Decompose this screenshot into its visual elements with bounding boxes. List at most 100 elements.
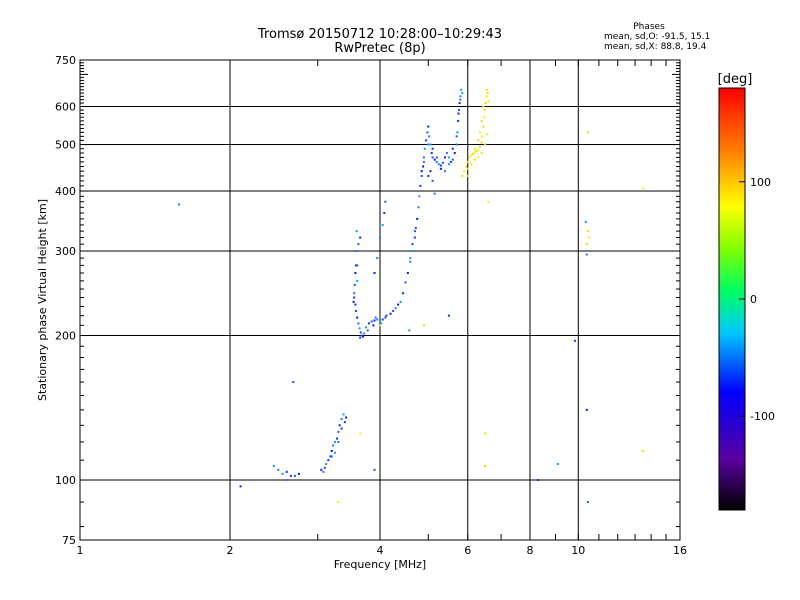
o-mode-point — [340, 418, 343, 421]
o-mode-point — [362, 335, 365, 338]
x-mode-point — [586, 131, 589, 134]
o-mode-point — [325, 462, 328, 465]
o-mode-point — [413, 236, 416, 239]
o-mode-point — [322, 470, 325, 473]
o-mode-point — [356, 279, 359, 282]
colorbar-tick-label: 0 — [750, 293, 757, 306]
y-axis-label: Stationary phase Virtual Height [km] — [36, 199, 49, 401]
x-mode-point — [475, 149, 478, 152]
o-mode-point — [281, 472, 284, 475]
o-mode-point — [383, 212, 386, 215]
x-mode-point — [484, 464, 487, 467]
o-mode-point — [447, 314, 450, 317]
o-mode-point — [376, 257, 379, 260]
x-mode-point — [461, 174, 464, 177]
x-mode-point — [466, 167, 469, 170]
o-mode-point — [433, 158, 436, 161]
o-mode-point — [461, 92, 464, 95]
o-mode-point — [379, 319, 381, 322]
o-mode-point — [239, 485, 242, 488]
x-mode-point — [473, 147, 476, 150]
o-mode-point — [420, 170, 423, 173]
grid-lines — [80, 60, 680, 540]
o-mode-point — [409, 257, 412, 260]
o-mode-point — [447, 156, 450, 159]
o-mode-point — [392, 309, 395, 312]
x-mode-point — [466, 174, 469, 177]
o-mode-point — [584, 220, 587, 223]
o-mode-point — [447, 163, 450, 166]
o-mode-point — [323, 466, 326, 469]
o-mode-point — [445, 152, 448, 155]
colorbar-tick-label: -100 — [750, 410, 775, 423]
o-mode-point — [334, 441, 337, 444]
colorbar-tick-label: 100 — [750, 176, 771, 189]
x-axis-label: Frequency [MHz] — [334, 558, 426, 571]
o-mode-point — [455, 143, 458, 146]
o-mode-point — [422, 165, 425, 168]
o-mode-point — [327, 459, 330, 462]
o-mode-point — [586, 500, 589, 503]
o-mode-point — [357, 322, 360, 325]
o-mode-point — [285, 470, 288, 473]
o-mode-point — [338, 424, 341, 427]
o-mode-point — [363, 332, 366, 335]
x-mode-point — [642, 187, 645, 190]
o-mode-point — [443, 156, 446, 159]
x-mode-point — [586, 230, 589, 233]
o-mode-point — [417, 206, 420, 209]
o-mode-point — [411, 250, 414, 253]
o-mode-point — [427, 125, 430, 128]
o-mode-point — [354, 264, 357, 267]
o-mode-point — [420, 174, 423, 177]
o-mode-point — [457, 109, 460, 112]
o-mode-point — [408, 329, 411, 332]
o-mode-point — [177, 203, 180, 206]
o-mode-point — [389, 312, 392, 315]
x-mode-point — [359, 432, 362, 435]
x-mode-point — [487, 100, 490, 103]
o-mode-point — [431, 156, 434, 159]
o-mode-point — [556, 462, 559, 465]
o-mode-point — [330, 449, 333, 452]
o-mode-point — [359, 336, 362, 339]
o-mode-point — [429, 143, 432, 146]
o-mode-point — [459, 98, 462, 101]
o-mode-point — [439, 167, 442, 170]
phases-title: Phases — [633, 22, 665, 32]
y-tick-label: 500 — [55, 139, 76, 152]
chart-subtitle: RwPretec (8p) — [334, 41, 426, 56]
o-mode-point — [372, 324, 375, 327]
o-mode-point — [585, 253, 588, 256]
o-mode-point — [357, 243, 360, 246]
x-tick-label: 6 — [464, 544, 471, 557]
x-tick-labels: 1 2 4 6 8 10 16 — [77, 544, 688, 557]
o-mode-point — [455, 135, 458, 138]
o-mode-point — [397, 303, 400, 306]
x-mode-point — [463, 170, 466, 173]
x-tick-label: 16 — [673, 544, 687, 557]
o-mode-point — [419, 184, 422, 187]
y-tick-labels: 75 100 200 300 400 500 600 750 — [55, 54, 76, 547]
o-mode-point — [429, 170, 432, 173]
o-mode-point — [367, 322, 370, 325]
o-mode-point — [293, 474, 296, 477]
y-tick-label: 100 — [55, 474, 76, 487]
x-tick-label: 8 — [527, 544, 534, 557]
o-mode-point — [370, 320, 373, 323]
o-mode-point — [358, 327, 361, 330]
o-mode-point — [353, 283, 356, 286]
o-mode-point — [404, 281, 407, 284]
o-mode-point — [427, 143, 430, 146]
o-mode-point — [423, 147, 426, 150]
y-tick-label: 75 — [62, 534, 76, 547]
y-tick-label: 600 — [55, 101, 76, 114]
o-mode-point — [360, 334, 363, 337]
x-mode-point — [472, 152, 475, 155]
y-tick-label: 300 — [55, 245, 76, 258]
x-mode-point — [337, 500, 340, 503]
o-mode-point — [354, 303, 357, 306]
o-mode-point — [353, 296, 356, 299]
x-mode-point — [642, 449, 645, 452]
